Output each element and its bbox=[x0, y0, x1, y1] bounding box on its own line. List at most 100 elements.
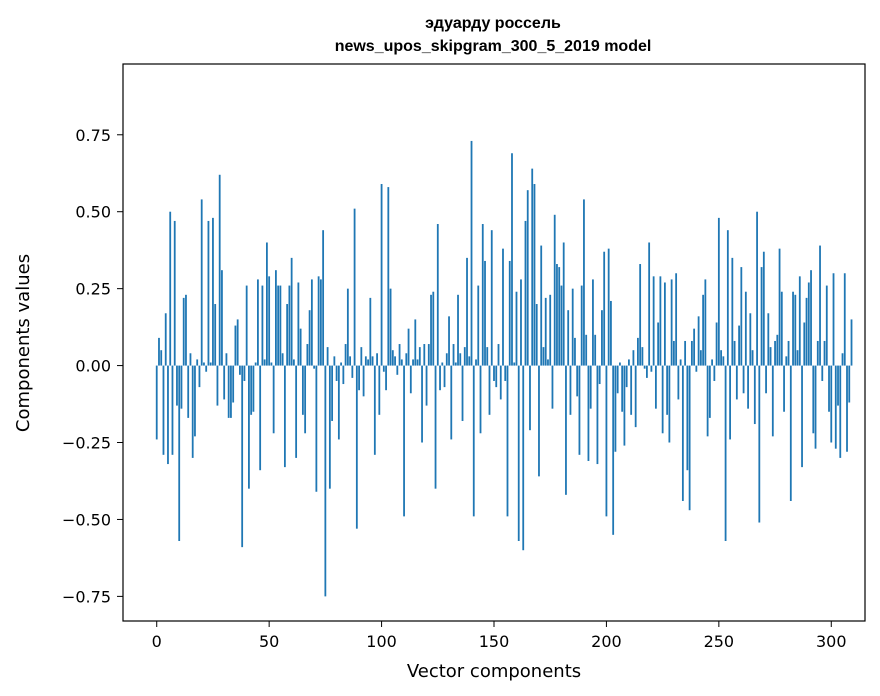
bar-87 bbox=[351, 365, 354, 378]
bar-191 bbox=[585, 334, 588, 366]
bar-22 bbox=[205, 365, 208, 372]
bar-152 bbox=[497, 344, 500, 366]
bar-99 bbox=[378, 365, 381, 415]
bar-259 bbox=[738, 325, 740, 366]
bar-48 bbox=[263, 359, 266, 366]
bar-5 bbox=[167, 365, 169, 465]
bar-242 bbox=[699, 350, 702, 366]
bar-207 bbox=[621, 365, 624, 412]
y-tick-label: −0.50 bbox=[62, 510, 111, 529]
bar-135 bbox=[459, 353, 462, 366]
bar-170 bbox=[538, 365, 540, 477]
bar-246 bbox=[708, 365, 711, 418]
bar-82 bbox=[340, 362, 342, 366]
bar-67 bbox=[306, 344, 309, 366]
bar-31 bbox=[225, 353, 228, 366]
bar-182 bbox=[565, 365, 567, 495]
bar-291 bbox=[810, 270, 812, 366]
bar-250 bbox=[717, 217, 720, 366]
bar-163 bbox=[522, 365, 525, 551]
bar-154 bbox=[502, 248, 504, 366]
bar-85 bbox=[346, 288, 349, 366]
bar-306 bbox=[843, 273, 846, 366]
bar-248 bbox=[713, 365, 716, 381]
bar-168 bbox=[533, 184, 536, 366]
bar-281 bbox=[787, 340, 790, 366]
bar-23 bbox=[207, 220, 210, 366]
bar-284 bbox=[794, 294, 797, 366]
bar-295 bbox=[819, 245, 821, 366]
bar-72 bbox=[317, 276, 320, 366]
bar-124 bbox=[434, 365, 437, 489]
bar-95 bbox=[369, 297, 372, 366]
x-tick-label: 100 bbox=[366, 632, 397, 651]
bar-190 bbox=[583, 199, 585, 366]
bar-227 bbox=[666, 365, 669, 415]
x-tick-label: 200 bbox=[591, 632, 622, 651]
bar-267 bbox=[756, 211, 758, 366]
bar-111 bbox=[405, 353, 408, 366]
y-tick-label: 0.50 bbox=[75, 203, 111, 222]
bar-66 bbox=[304, 365, 307, 434]
bar-30 bbox=[223, 365, 226, 400]
bar-217 bbox=[643, 365, 646, 369]
bar-251 bbox=[720, 350, 722, 366]
bar-307 bbox=[846, 365, 848, 452]
bar-277 bbox=[778, 248, 781, 366]
x-tick-label: 50 bbox=[259, 632, 279, 651]
bar-195 bbox=[594, 334, 597, 366]
bar-15 bbox=[189, 353, 192, 366]
bar-91 bbox=[360, 347, 363, 366]
bar-139 bbox=[468, 356, 471, 366]
bar-161 bbox=[517, 365, 520, 541]
x-axis-ticks: 0 50 100 150 200 250 300 bbox=[152, 621, 847, 651]
bar-239 bbox=[693, 328, 696, 366]
bar-166 bbox=[529, 365, 531, 431]
bar-253 bbox=[724, 365, 727, 541]
bar-294 bbox=[816, 340, 819, 366]
bar-53 bbox=[275, 270, 277, 366]
bar-25 bbox=[212, 217, 214, 366]
bar-8 bbox=[173, 220, 176, 366]
bar-10 bbox=[178, 365, 181, 541]
bar-112 bbox=[407, 328, 410, 366]
bar-106 bbox=[394, 356, 396, 366]
bar-129 bbox=[445, 353, 448, 366]
bar-180 bbox=[560, 285, 563, 366]
bar-98 bbox=[376, 353, 378, 366]
bar-20 bbox=[200, 199, 203, 366]
bar-102 bbox=[385, 365, 387, 391]
bar-271 bbox=[765, 365, 767, 394]
bar-285 bbox=[796, 350, 799, 366]
bar-29 bbox=[221, 270, 223, 366]
bar-137 bbox=[463, 347, 466, 366]
bar-119 bbox=[423, 344, 426, 366]
bar-172 bbox=[542, 347, 545, 366]
bar-273 bbox=[769, 347, 772, 366]
bar-226 bbox=[663, 282, 666, 366]
bar-3 bbox=[162, 365, 165, 455]
y-axis-ticks: −0.75 −0.50 −0.25 0.00 0.25 0.50 0.75 bbox=[62, 126, 123, 606]
bar-34 bbox=[232, 365, 235, 403]
bar-183 bbox=[567, 310, 570, 366]
bar-266 bbox=[753, 365, 756, 425]
bar-57 bbox=[283, 365, 286, 468]
bar-261 bbox=[742, 365, 745, 394]
bar-32 bbox=[227, 365, 230, 418]
bar-258 bbox=[735, 365, 738, 400]
bar-21 bbox=[203, 362, 205, 366]
bar-117 bbox=[418, 347, 421, 366]
bar-300 bbox=[830, 365, 833, 443]
bar-305 bbox=[841, 353, 844, 366]
x-axis-label: Vector components bbox=[407, 661, 581, 682]
bar-38 bbox=[241, 365, 244, 548]
bar-127 bbox=[441, 362, 444, 366]
bar-286 bbox=[798, 276, 801, 366]
bar-156 bbox=[506, 365, 509, 517]
bar-140 bbox=[470, 140, 473, 366]
bar-100 bbox=[380, 184, 383, 366]
bar-194 bbox=[592, 279, 594, 366]
bar-81 bbox=[337, 365, 340, 440]
bar-231 bbox=[675, 273, 678, 366]
bar-115 bbox=[414, 319, 417, 366]
